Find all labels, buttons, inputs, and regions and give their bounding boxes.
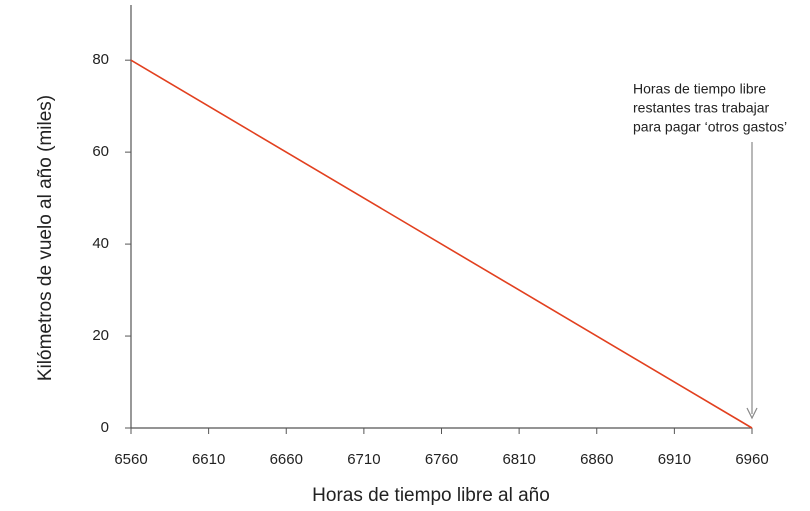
x-tick-label: 6960 <box>735 451 768 468</box>
y-tick-label: 0 <box>101 419 109 436</box>
x-tick-label: 6760 <box>425 451 458 468</box>
annotation-text: restantes tras trabajar <box>633 100 770 116</box>
x-tick-label: 6610 <box>192 451 225 468</box>
annotation-arrowhead <box>746 407 758 420</box>
x-tick-label: 6710 <box>347 451 380 468</box>
x-tick-label: 6810 <box>502 451 535 468</box>
x-axis-title: Horas de tiempo libre al año <box>312 485 550 506</box>
x-tick-label: 6660 <box>270 451 303 468</box>
y-tick-label: 60 <box>92 143 109 160</box>
x-tick-label: 6860 <box>580 451 613 468</box>
y-tick-label: 20 <box>92 327 109 344</box>
y-tick-label: 40 <box>92 235 109 252</box>
y-axis-title: Kilómetros de vuelo al año (miles) <box>35 95 56 381</box>
annotation-text: para pagar ‘otros gastos’ <box>633 119 787 135</box>
line <box>130 59 753 429</box>
annotation-text: Horas de tiempo libre <box>633 81 766 97</box>
y-tick-label: 80 <box>92 51 109 68</box>
x-tick-label: 6910 <box>658 451 691 468</box>
x-tick-label: 6560 <box>114 451 147 468</box>
